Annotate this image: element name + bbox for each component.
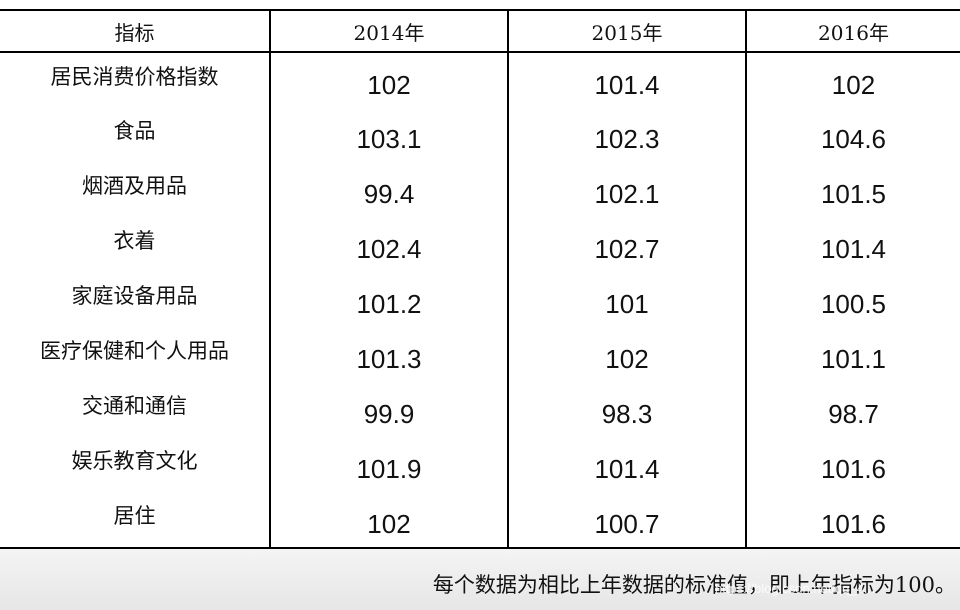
value-cell: 99.9	[269, 382, 508, 437]
table-row: 医疗保健和个人用品 101.3 102 101.1	[0, 327, 960, 382]
row-label: 烟酒及用品	[82, 174, 187, 198]
footnote-bar: 每个数据为相比上年数据的标准值，即上年指标为100。 https://blog.…	[0, 549, 960, 610]
value-cell: 104.6	[745, 107, 960, 162]
header-row: 指标 2014年 2015年 2016年	[0, 11, 960, 53]
row-label: 食品	[113, 119, 156, 143]
value-cell: 101.3	[269, 327, 508, 382]
table-row: 食品 103.1 102.3 104.6	[0, 107, 960, 162]
value-cell: 101.1	[745, 327, 960, 382]
value-cell: 102.7	[507, 217, 746, 272]
table-body: 居民消费价格指数 102 101.4 102 食品 103.1 102.3 10…	[0, 52, 960, 547]
value-cell: 102	[269, 52, 508, 107]
value-cell: 99.4	[269, 162, 508, 217]
header-indicator: 指标	[0, 11, 270, 53]
table-header: 指标 2014年 2015年 2016年	[0, 11, 960, 53]
value-cell: 98.7	[745, 382, 960, 437]
table-row: 娱乐教育文化 101.9 101.4 101.6	[0, 437, 960, 492]
row-label: 居民消费价格指数	[50, 65, 219, 89]
price-index-table-container: 指标 2014年 2015年 2016年 居民消费价格指数 102 101.4 …	[0, 9, 960, 549]
row-label: 医疗保健和个人用品	[40, 339, 229, 363]
footnote-text: 每个数据为相比上年数据的标准值，即上年指标为100。	[432, 573, 956, 597]
row-label: 家庭设备用品	[71, 284, 198, 308]
header-year-2014: 2014年	[269, 11, 508, 53]
value-cell: 102	[269, 492, 508, 547]
table-row: 家庭设备用品 101.2 101 100.5	[0, 272, 960, 327]
value-cell: 102	[745, 52, 960, 107]
value-cell: 103.1	[269, 107, 508, 162]
value-cell: 101.6	[745, 492, 960, 547]
header-year-2015: 2015年	[507, 11, 746, 53]
value-cell: 102	[507, 327, 746, 382]
value-cell: 102.1	[507, 162, 746, 217]
price-index-table: 指标 2014年 2015年 2016年 居民消费价格指数 102 101.4 …	[0, 11, 960, 547]
table-row: 居住 102 100.7 101.6	[0, 492, 960, 547]
header-year-2016: 2016年	[745, 11, 960, 53]
table-row: 交通和通信 99.9 98.3 98.7	[0, 382, 960, 437]
value-cell: 98.3	[507, 382, 746, 437]
value-cell: 100.5	[745, 272, 960, 327]
row-label: 交通和通信	[82, 394, 187, 418]
value-cell: 102.4	[269, 217, 508, 272]
value-cell: 101.4	[507, 52, 746, 107]
row-label: 娱乐教育文化	[71, 449, 198, 473]
value-cell: 101.4	[745, 217, 960, 272]
value-cell: 101	[507, 272, 746, 327]
row-label: 衣着	[113, 229, 156, 253]
table-row: 烟酒及用品 99.4 102.1 101.5	[0, 162, 960, 217]
value-cell: 101.9	[269, 437, 508, 492]
value-cell: 102.3	[507, 107, 746, 162]
row-label: 居住	[113, 504, 156, 528]
value-cell: 101.5	[745, 162, 960, 217]
value-cell: 101.2	[269, 272, 508, 327]
value-cell: 101.6	[745, 437, 960, 492]
value-cell: 101.4	[507, 437, 746, 492]
value-cell: 100.7	[507, 492, 746, 547]
table-row: 衣着 102.4 102.7 101.4	[0, 217, 960, 272]
table-row: 居民消费价格指数 102 101.4 102	[0, 52, 960, 107]
